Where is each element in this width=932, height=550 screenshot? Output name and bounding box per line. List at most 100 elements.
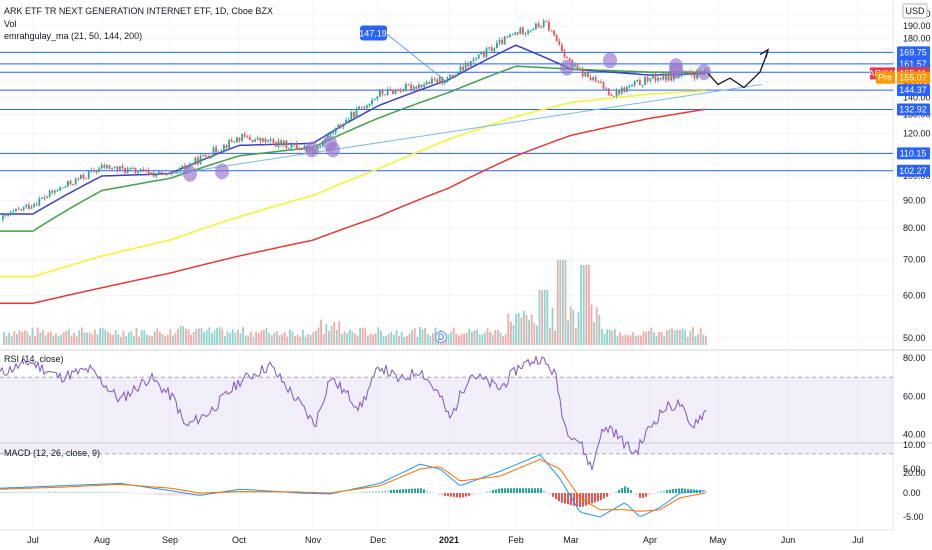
candle-body xyxy=(685,72,688,74)
touch-marker[interactable] xyxy=(603,52,617,69)
candle-body xyxy=(30,207,33,209)
candle-body xyxy=(61,187,64,189)
projection-path[interactable] xyxy=(707,50,769,89)
touch-marker[interactable] xyxy=(323,135,337,152)
price-tag[interactable]: 132.92 xyxy=(897,103,930,116)
price-tag-label: 161.57 xyxy=(899,59,927,69)
candle-body xyxy=(633,81,636,86)
volume-bar xyxy=(398,336,400,345)
macd-pane[interactable]: 10.00 5.00 0.00 -5.00 xyxy=(0,440,926,522)
price-tag[interactable]: 144.37 xyxy=(897,84,930,97)
trendline[interactable] xyxy=(174,83,763,175)
candle-body xyxy=(652,73,654,79)
volume-bar xyxy=(172,335,174,345)
touch-marker[interactable] xyxy=(305,141,319,158)
macd-histogram-bar xyxy=(489,490,491,493)
macd-histogram-bar xyxy=(273,492,275,494)
candle-body xyxy=(373,98,376,101)
moving-average-ma-144[interactable] xyxy=(0,89,706,278)
volume-bar xyxy=(510,321,512,345)
touch-marker[interactable] xyxy=(215,163,229,180)
macd-line[interactable] xyxy=(0,453,706,518)
candle-body xyxy=(399,89,402,92)
volume-bar xyxy=(671,328,673,345)
macd-histogram-bar xyxy=(48,491,50,493)
price-tag[interactable]: 155.07 xyxy=(897,71,930,84)
volume-bar xyxy=(673,330,676,345)
volume-bar xyxy=(346,333,348,345)
macd-histogram-bar xyxy=(72,491,74,493)
volume-bar xyxy=(26,331,29,345)
candle-body xyxy=(540,26,542,28)
price-tick-label: 80.00 xyxy=(903,223,926,233)
touch-marker[interactable] xyxy=(697,64,711,81)
callout-box[interactable] xyxy=(360,25,387,41)
volume-bar xyxy=(489,332,491,345)
volume-bar xyxy=(465,332,468,345)
macd-histogram-bar xyxy=(639,493,641,498)
touch-marker[interactable] xyxy=(183,165,197,182)
candle-body xyxy=(412,86,415,90)
volume-bar xyxy=(432,333,434,345)
macd-histogram-bar xyxy=(462,493,464,498)
touch-marker[interactable] xyxy=(560,59,574,76)
macd-histogram-bar xyxy=(411,488,413,493)
candle-body xyxy=(204,154,207,157)
rsi-line[interactable] xyxy=(0,354,707,472)
candle-body xyxy=(223,144,225,151)
time-axis[interactable]: Jul Aug Sep Oct Nov Dec 2021 Feb Mar Apr May Jun Jul xyxy=(27,535,864,545)
volume-bar xyxy=(374,333,377,345)
volume-bar xyxy=(395,330,398,345)
macd-histogram-bar xyxy=(426,490,428,493)
price-tag-label: 169.75 xyxy=(899,47,927,57)
candle-body xyxy=(269,139,272,141)
candle-body xyxy=(4,215,7,217)
candle-body xyxy=(436,79,438,83)
volume-bar xyxy=(533,323,536,345)
candle-body xyxy=(280,140,282,146)
volume-bar xyxy=(161,334,164,345)
volume-bar xyxy=(666,330,668,345)
candle-body xyxy=(646,76,649,81)
price-tag[interactable]: 110.15 xyxy=(897,147,930,160)
volume-bar xyxy=(255,331,257,345)
candle-body xyxy=(337,124,340,129)
candle-body xyxy=(236,137,238,143)
volume-bar xyxy=(283,331,286,345)
volume-bar xyxy=(70,335,73,345)
volume-bar xyxy=(598,314,601,345)
rsi-pane[interactable]: 80.00 60.00 40.00 20.00 xyxy=(0,353,926,478)
volume-bar xyxy=(151,336,153,345)
currency-box[interactable] xyxy=(902,3,928,19)
main-price-pane[interactable]: 200.00190.00180.00170.00160.00150.00140.… xyxy=(0,0,931,530)
candle-body xyxy=(446,77,449,82)
dividend-marker[interactable] xyxy=(435,331,447,343)
price-tag[interactable]: 169.75 xyxy=(897,46,930,59)
macd-histogram-bar xyxy=(225,492,227,493)
volume-bar xyxy=(78,330,81,345)
candle-body xyxy=(264,138,267,143)
price-tag[interactable]: 102.27 xyxy=(897,164,930,177)
macd-histogram-bar xyxy=(684,488,686,493)
macd-histogram-bar xyxy=(45,491,47,493)
volume-bar xyxy=(65,330,68,345)
macd-histogram-bar xyxy=(564,493,566,504)
candle-body xyxy=(464,62,467,71)
macd-histogram-bar xyxy=(87,491,89,493)
volume-bar xyxy=(562,260,564,345)
volume-bar xyxy=(101,327,104,345)
price-tag-label: 102.27 xyxy=(899,166,927,176)
macd-histogram-bar xyxy=(336,493,338,494)
candle-body xyxy=(295,143,298,149)
candle-body xyxy=(9,212,12,216)
moving-average-ma-200[interactable] xyxy=(0,108,706,305)
price-tag-bg xyxy=(897,71,930,84)
candle-body xyxy=(665,73,667,81)
volume-bar xyxy=(52,335,55,345)
macd-histogram-bar xyxy=(399,489,401,493)
touch-marker[interactable] xyxy=(669,62,683,79)
candle-body xyxy=(319,145,321,148)
macd-signal-line[interactable] xyxy=(0,458,706,512)
